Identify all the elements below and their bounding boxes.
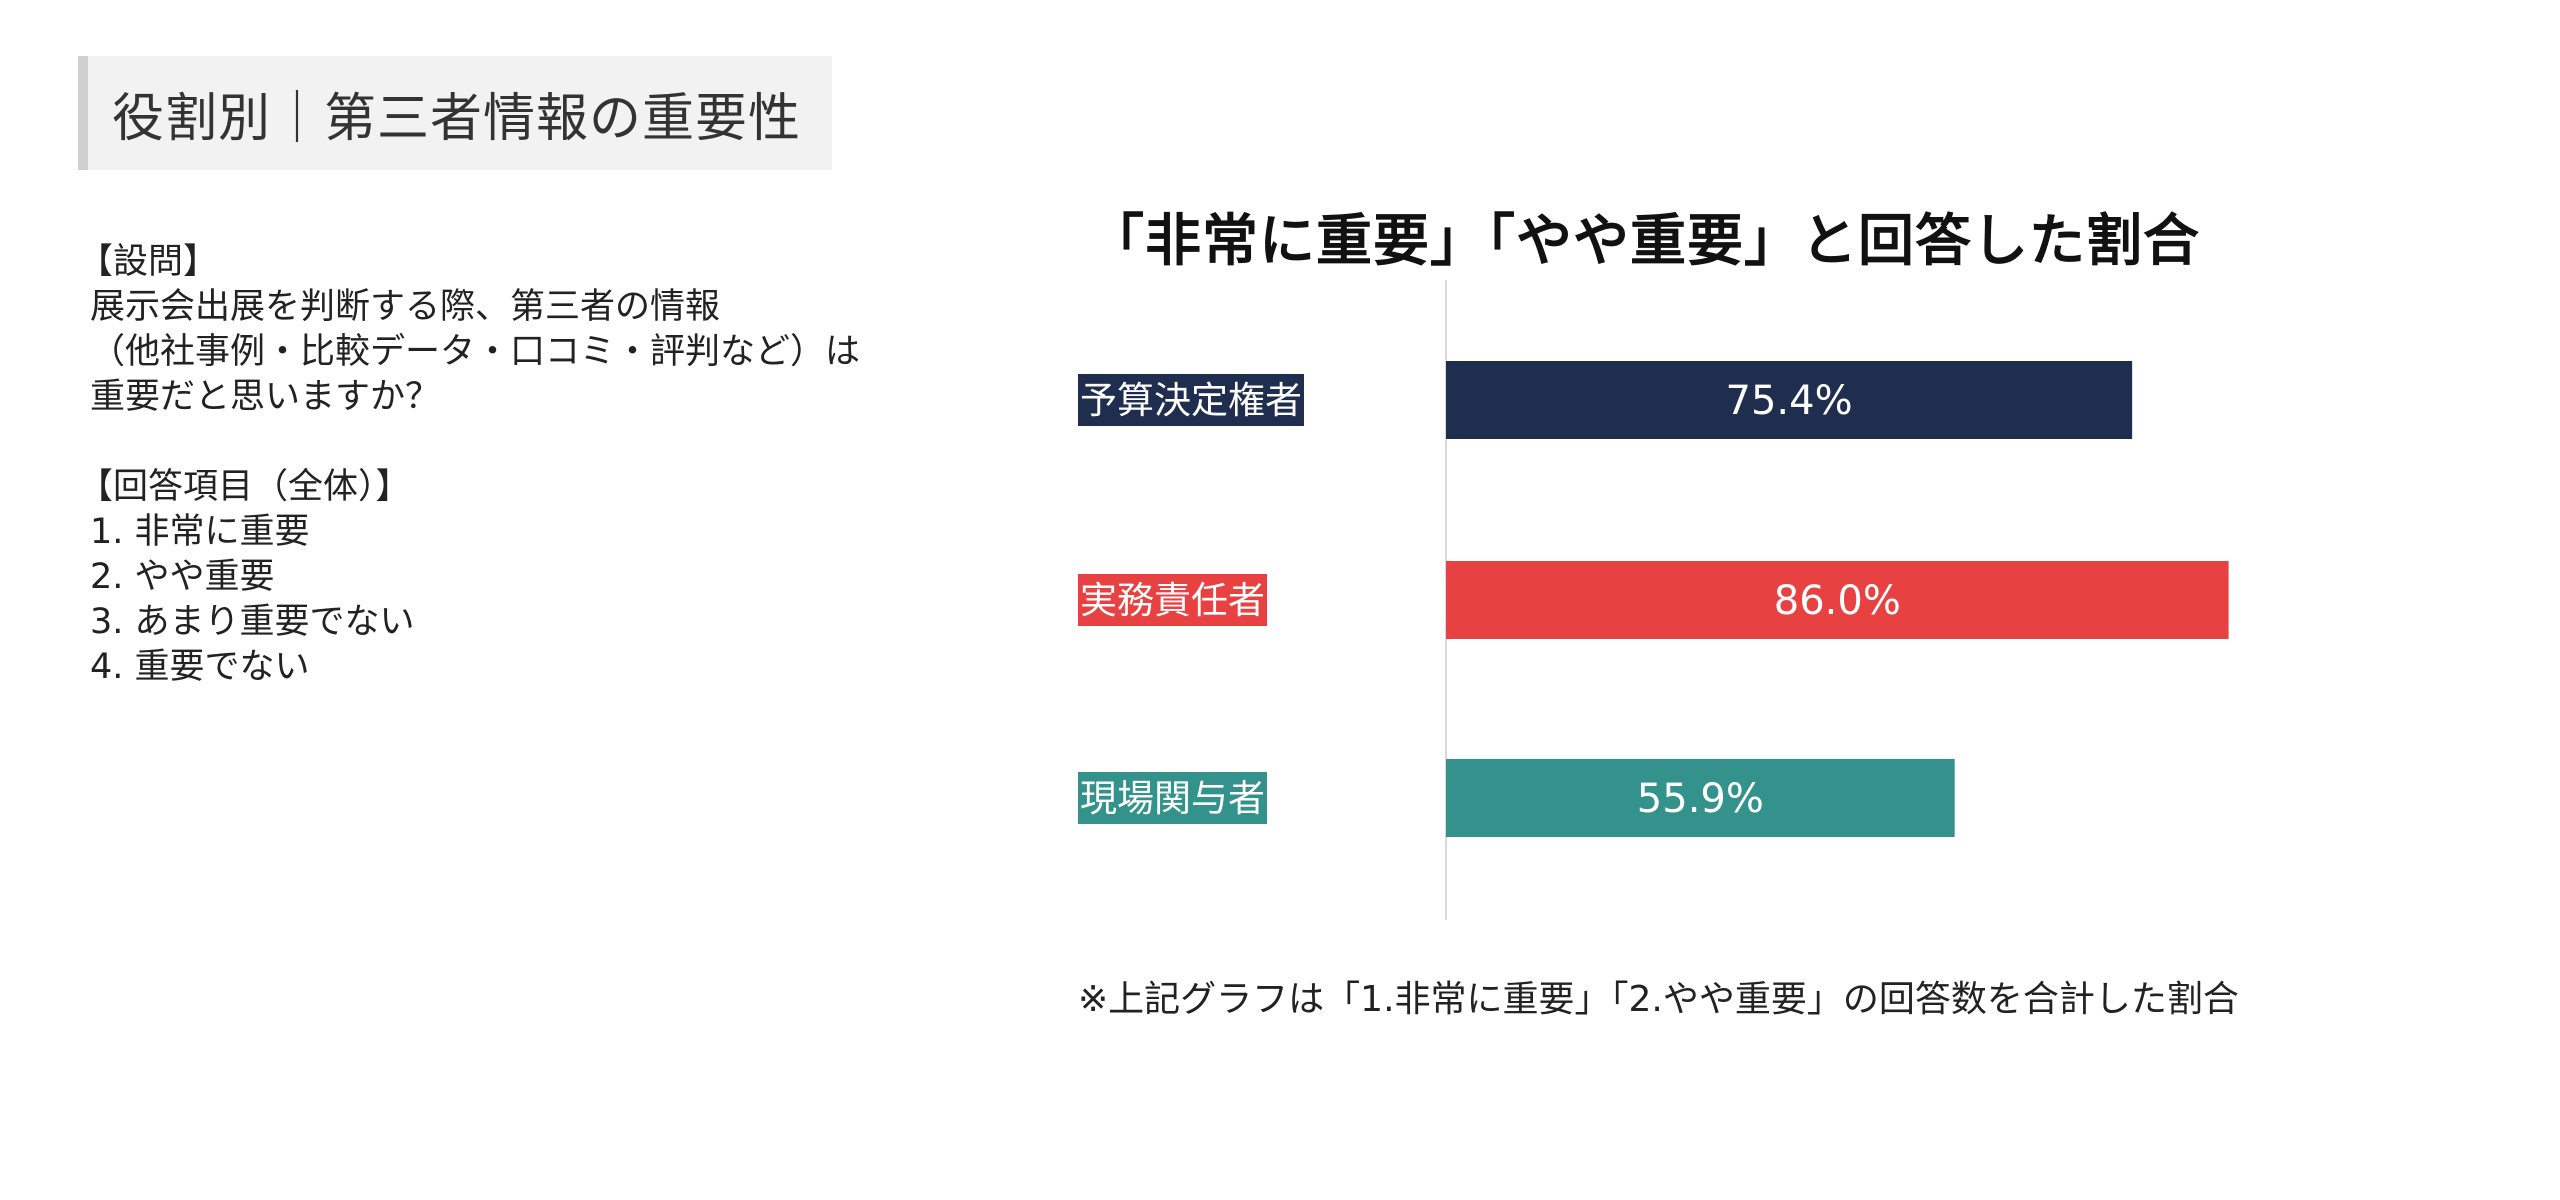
svg-text:現場関与者: 現場関与者: [1080, 777, 1265, 820]
chart-title: 「非常に重要」「やや重要」と回答した割合: [1088, 209, 2200, 274]
question-line: 重要だと思いますか？: [90, 377, 441, 417]
bar-value-label: 75.4%: [1726, 378, 1853, 424]
bar: [1446, 759, 1955, 837]
svg-text:予算決定権者: 予算決定権者: [1080, 379, 1302, 422]
category-label: 現場関与者: [1078, 772, 1267, 824]
answers-heading: 【回答項目（全体）】: [78, 467, 411, 507]
answer-item: 3. あまり重要でない: [90, 602, 415, 642]
question-heading: 【設問】: [78, 242, 219, 282]
answer-item: 4. 重要でない: [90, 647, 310, 687]
bar: [1446, 361, 2133, 439]
slide-title: 役割別｜第三者情報の重要性: [112, 88, 802, 149]
question-block: 【設問】 展示会出展を判断する際、第三者の情報 （他社事例・比較データ・口コミ・…: [78, 240, 978, 690]
bar: [1446, 561, 2229, 639]
slide-title-box: 役割別｜第三者情報の重要性: [78, 56, 832, 170]
answer-item: 1. 非常に重要: [90, 512, 310, 552]
category-label: 予算決定権者: [1078, 374, 1304, 426]
question-line: 展示会出展を判断する際、第三者の情報: [90, 287, 721, 327]
bar-value-label: 86.0%: [1774, 578, 1901, 624]
category-label: 実務責任者: [1078, 574, 1267, 626]
svg-text:実務責任者: 実務責任者: [1080, 579, 1265, 622]
answer-item: 2. やや重要: [90, 557, 275, 597]
bar-chart: 予算決定権者 75.4% 実務責任者 86.0% 現場関与者 55.9%: [1078, 280, 2229, 920]
chart-footnote: ※上記グラフは「1.非常に重要」「2.やや重要」の回答数を合計した割合: [1078, 979, 2239, 1020]
bar-value-label: 55.9%: [1637, 776, 1764, 822]
question-line: （他社事例・比較データ・口コミ・評判など）は: [90, 332, 861, 372]
